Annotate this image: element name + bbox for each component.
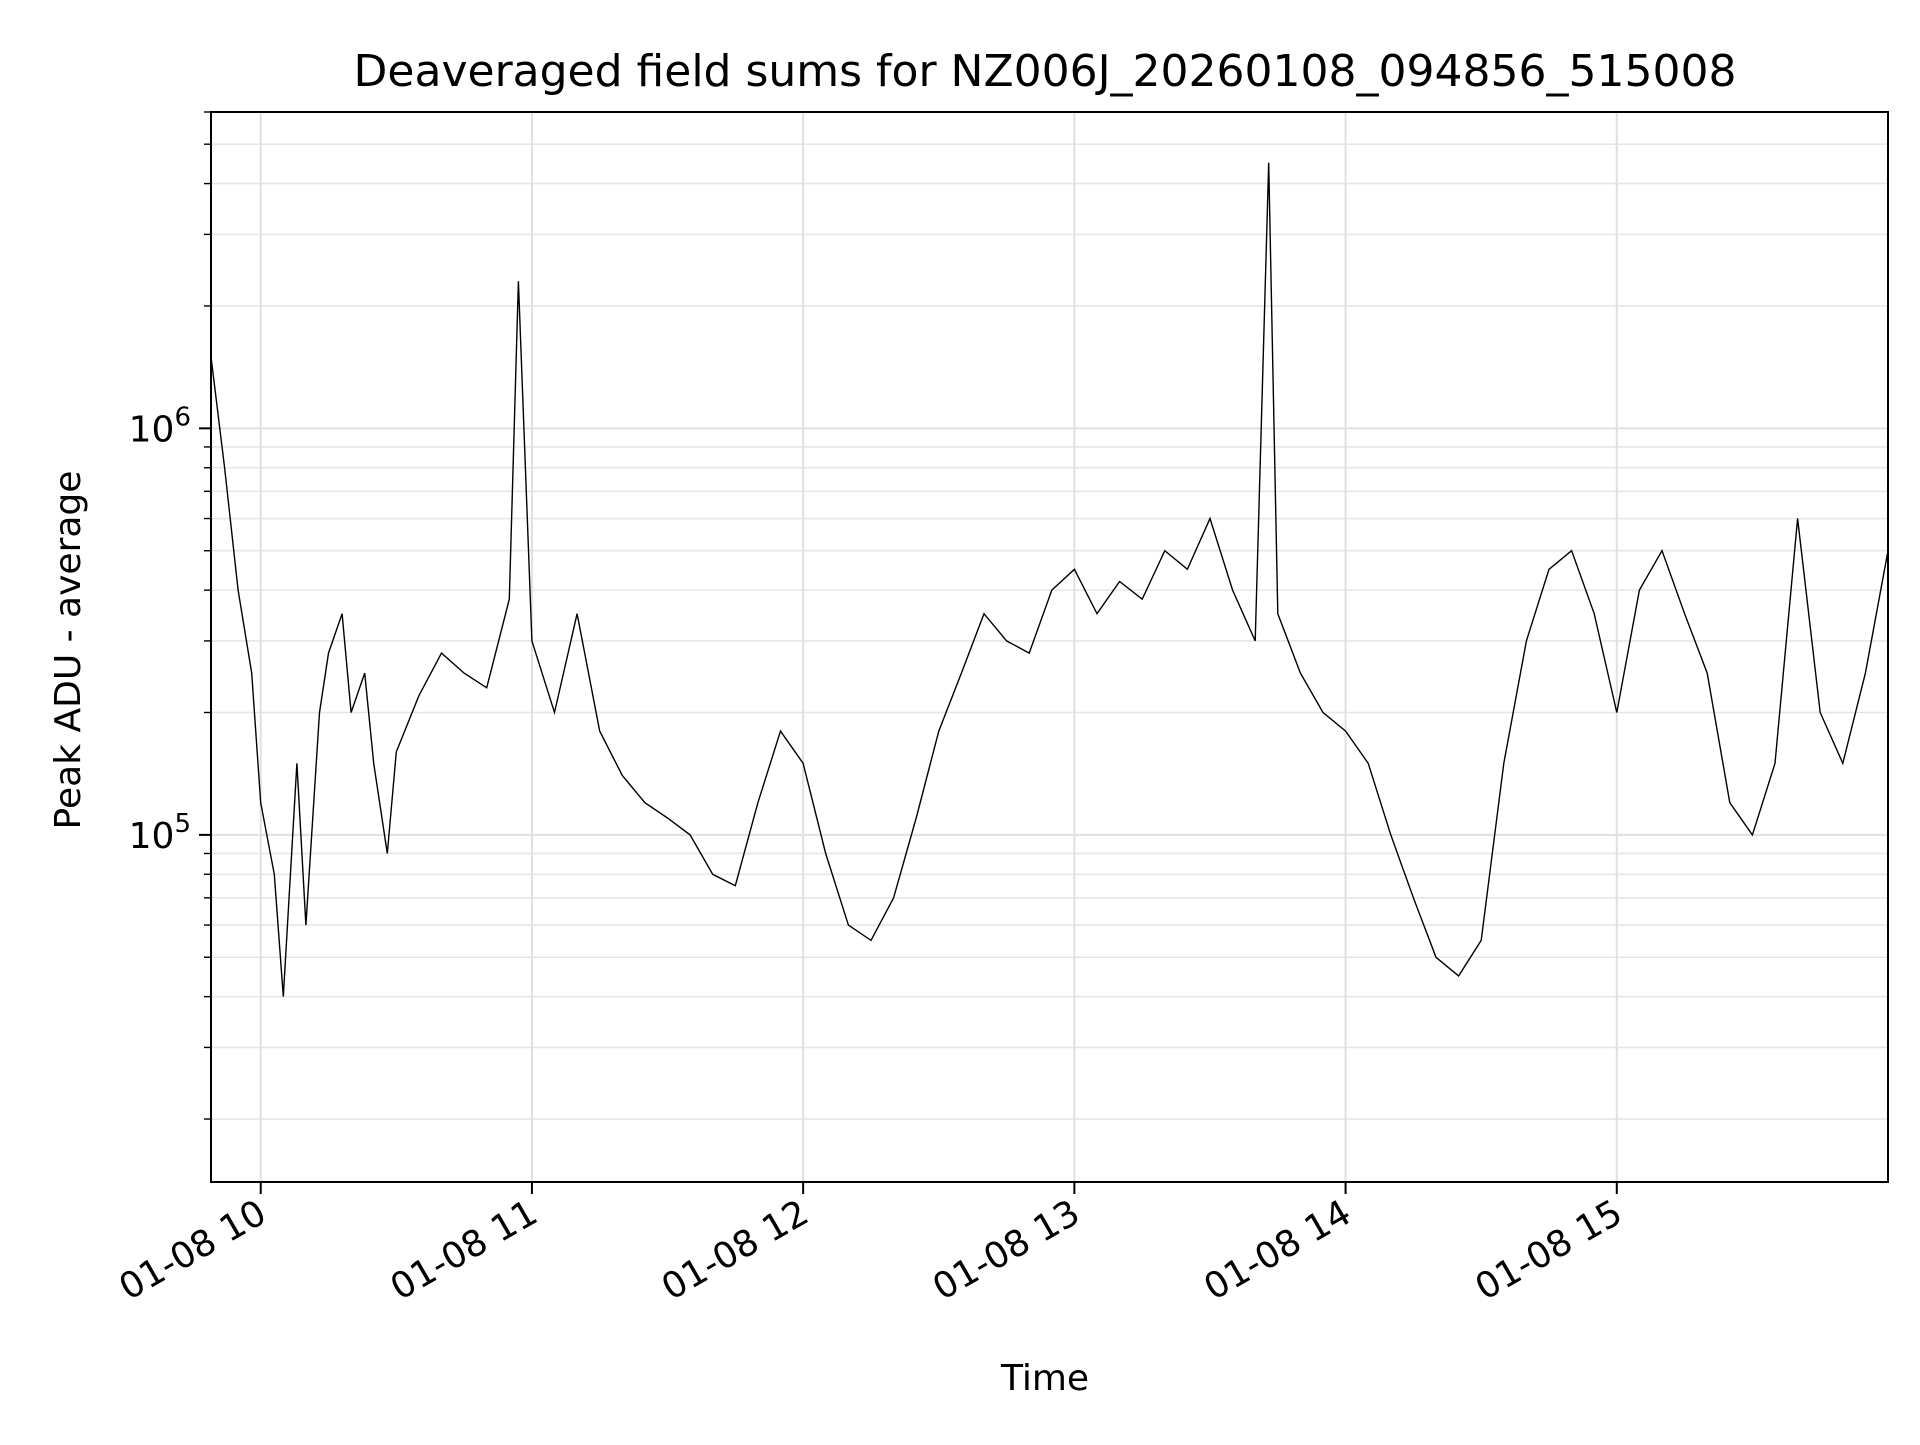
grid-lines: [211, 111, 1888, 1182]
series-layer: [210, 162, 1889, 997]
y-tick-label: 105: [129, 809, 191, 857]
data-series-line: [210, 162, 1889, 997]
plot-frame: [210, 111, 1889, 1183]
x-axis-label: Time: [1000, 1358, 1089, 1399]
chart-title: Deaveraged field sums for NZ006J_2026010…: [354, 46, 1737, 97]
y-tick-label: 106: [129, 402, 191, 450]
y-axis-label: Peak ADU - average: [48, 471, 89, 830]
